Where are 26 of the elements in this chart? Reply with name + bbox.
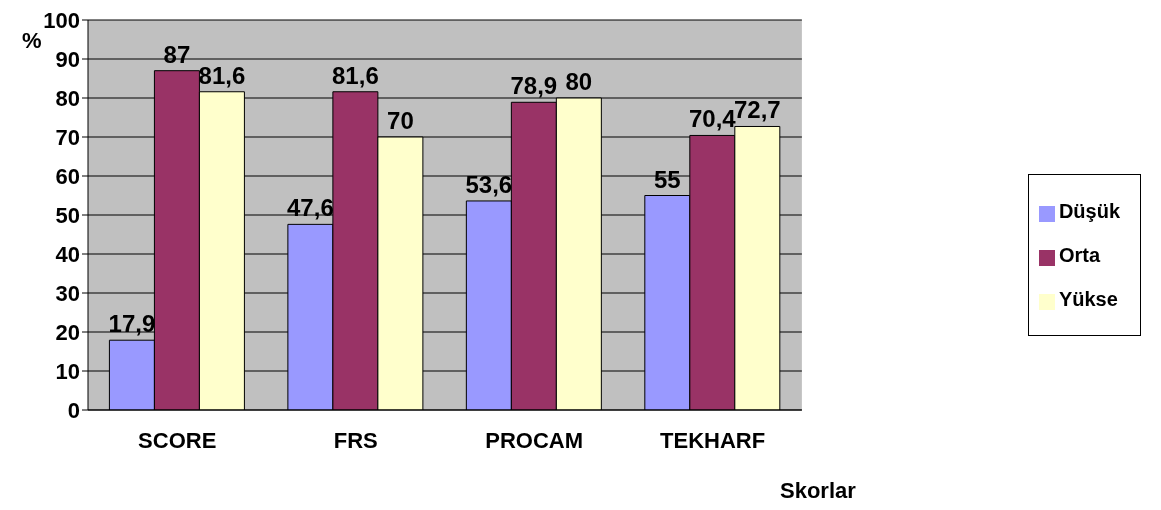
y-axis-title: % [22,28,42,54]
y-tick-label: 10 [55,358,80,384]
y-tick-label: 70 [55,124,80,150]
x-tick-label: PROCAM [485,427,584,453]
data-label: 80 [565,68,593,95]
data-label: 81,6 [332,61,379,89]
data-label: 55 [653,165,681,193]
data-label: 87 [163,40,191,68]
data-label: 78,9 [510,72,558,100]
data-label: 70 [387,107,414,134]
y-tick-label: 30 [55,280,80,306]
legend-label: Orta [1058,244,1100,266]
y-tick-label: 80 [55,85,80,111]
legend-label: Yükse [1058,288,1118,310]
x-axis-title: Skorlar [780,478,856,504]
legend-label: Düşük [1058,200,1120,222]
x-tick-label: FRS [333,427,378,453]
y-tick-label: 100 [43,7,80,33]
y-tick-label: 40 [55,241,80,267]
y-tick-label: 20 [55,319,80,345]
x-tick-label: TEKHARF [660,427,766,453]
y-tick-label: 0 [67,397,80,423]
y-tick-label: 90 [55,46,80,72]
y-tick-label: 60 [55,163,80,189]
y-tick-label: 50 [55,202,80,228]
x-tick-label: SCORE [138,427,217,453]
